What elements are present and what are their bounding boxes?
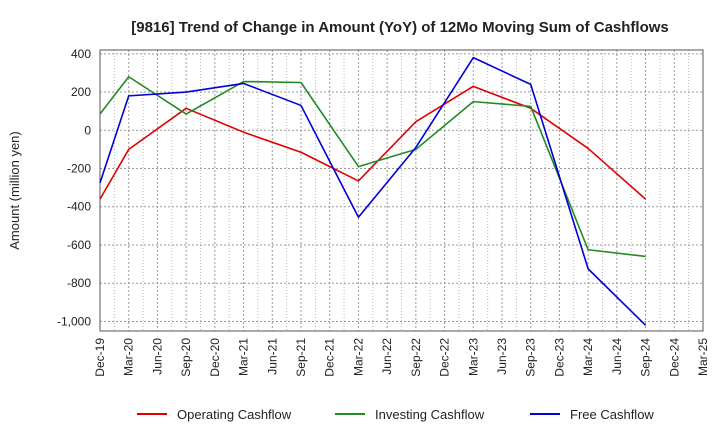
x-tick-label: Dec-19 <box>93 338 107 377</box>
y-tick-label: -800 <box>67 276 91 290</box>
operating-cashflow-line <box>99 85 647 200</box>
legend: Operating Cashflow Investing Cashflow Free… <box>137 407 654 422</box>
y-tick-label: -1,000 <box>57 314 91 328</box>
x-tick-label: Dec-21 <box>323 338 337 377</box>
x-tick-label: Jun-24 <box>610 338 624 375</box>
x-tick-label: Mar-25 <box>696 338 710 376</box>
x-tick-label: Dec-20 <box>208 338 222 377</box>
x-tick-label: Sep-20 <box>179 338 193 377</box>
x-tick-label: Sep-24 <box>639 338 653 377</box>
x-tick-label: Sep-22 <box>409 338 423 377</box>
free-cashflow-line <box>99 56 647 326</box>
x-tick-label: Jun-21 <box>265 338 279 375</box>
x-tick-label: Dec-24 <box>667 338 681 377</box>
x-tick-label: Mar-20 <box>122 338 136 376</box>
x-tick-label: Jun-22 <box>380 338 394 375</box>
x-tick-label: Jun-23 <box>495 338 509 375</box>
y-tick-label: -200 <box>67 162 91 176</box>
operating-cashflow-legend-label: Operating Cashflow <box>177 407 292 422</box>
y-tick-label: -600 <box>67 238 91 252</box>
x-tick-label: Sep-23 <box>524 338 538 377</box>
x-tick-label: Dec-22 <box>438 338 452 377</box>
y-tick-label: 200 <box>71 85 91 99</box>
grid-layer <box>99 50 704 331</box>
y-tick-label: 400 <box>71 47 91 61</box>
investing-cashflow-legend-label: Investing Cashflow <box>375 407 485 422</box>
free-cashflow-legend-label: Free Cashflow <box>570 407 654 422</box>
x-axis-ticks: Dec-19 Mar-20 Jun-20 Sep-20 Dec-20 Mar-21 Jun-… <box>93 338 710 377</box>
y-tick-label: 0 <box>84 123 91 137</box>
x-tick-label: Mar-22 <box>351 338 365 376</box>
y-tick-label: -400 <box>67 200 91 214</box>
x-tick-label: Mar-23 <box>466 338 480 376</box>
y-axis-label: Amount (million yen) <box>7 131 22 250</box>
series-layer <box>99 56 647 326</box>
x-tick-label: Mar-21 <box>237 338 251 376</box>
x-tick-label: Dec-23 <box>552 338 566 377</box>
chart-title: [9816] Trend of Change in Amount (YoY) o… <box>131 19 669 36</box>
investing-cashflow-line <box>99 75 646 258</box>
y-axis-ticks: 400 200 0 -200 -400 -600 -800 -1,000 <box>57 47 91 329</box>
x-tick-label: Mar-24 <box>581 338 595 376</box>
x-tick-label: Jun-20 <box>150 338 164 375</box>
plot-area-frame <box>99 49 704 332</box>
x-tick-label: Sep-21 <box>294 338 308 377</box>
